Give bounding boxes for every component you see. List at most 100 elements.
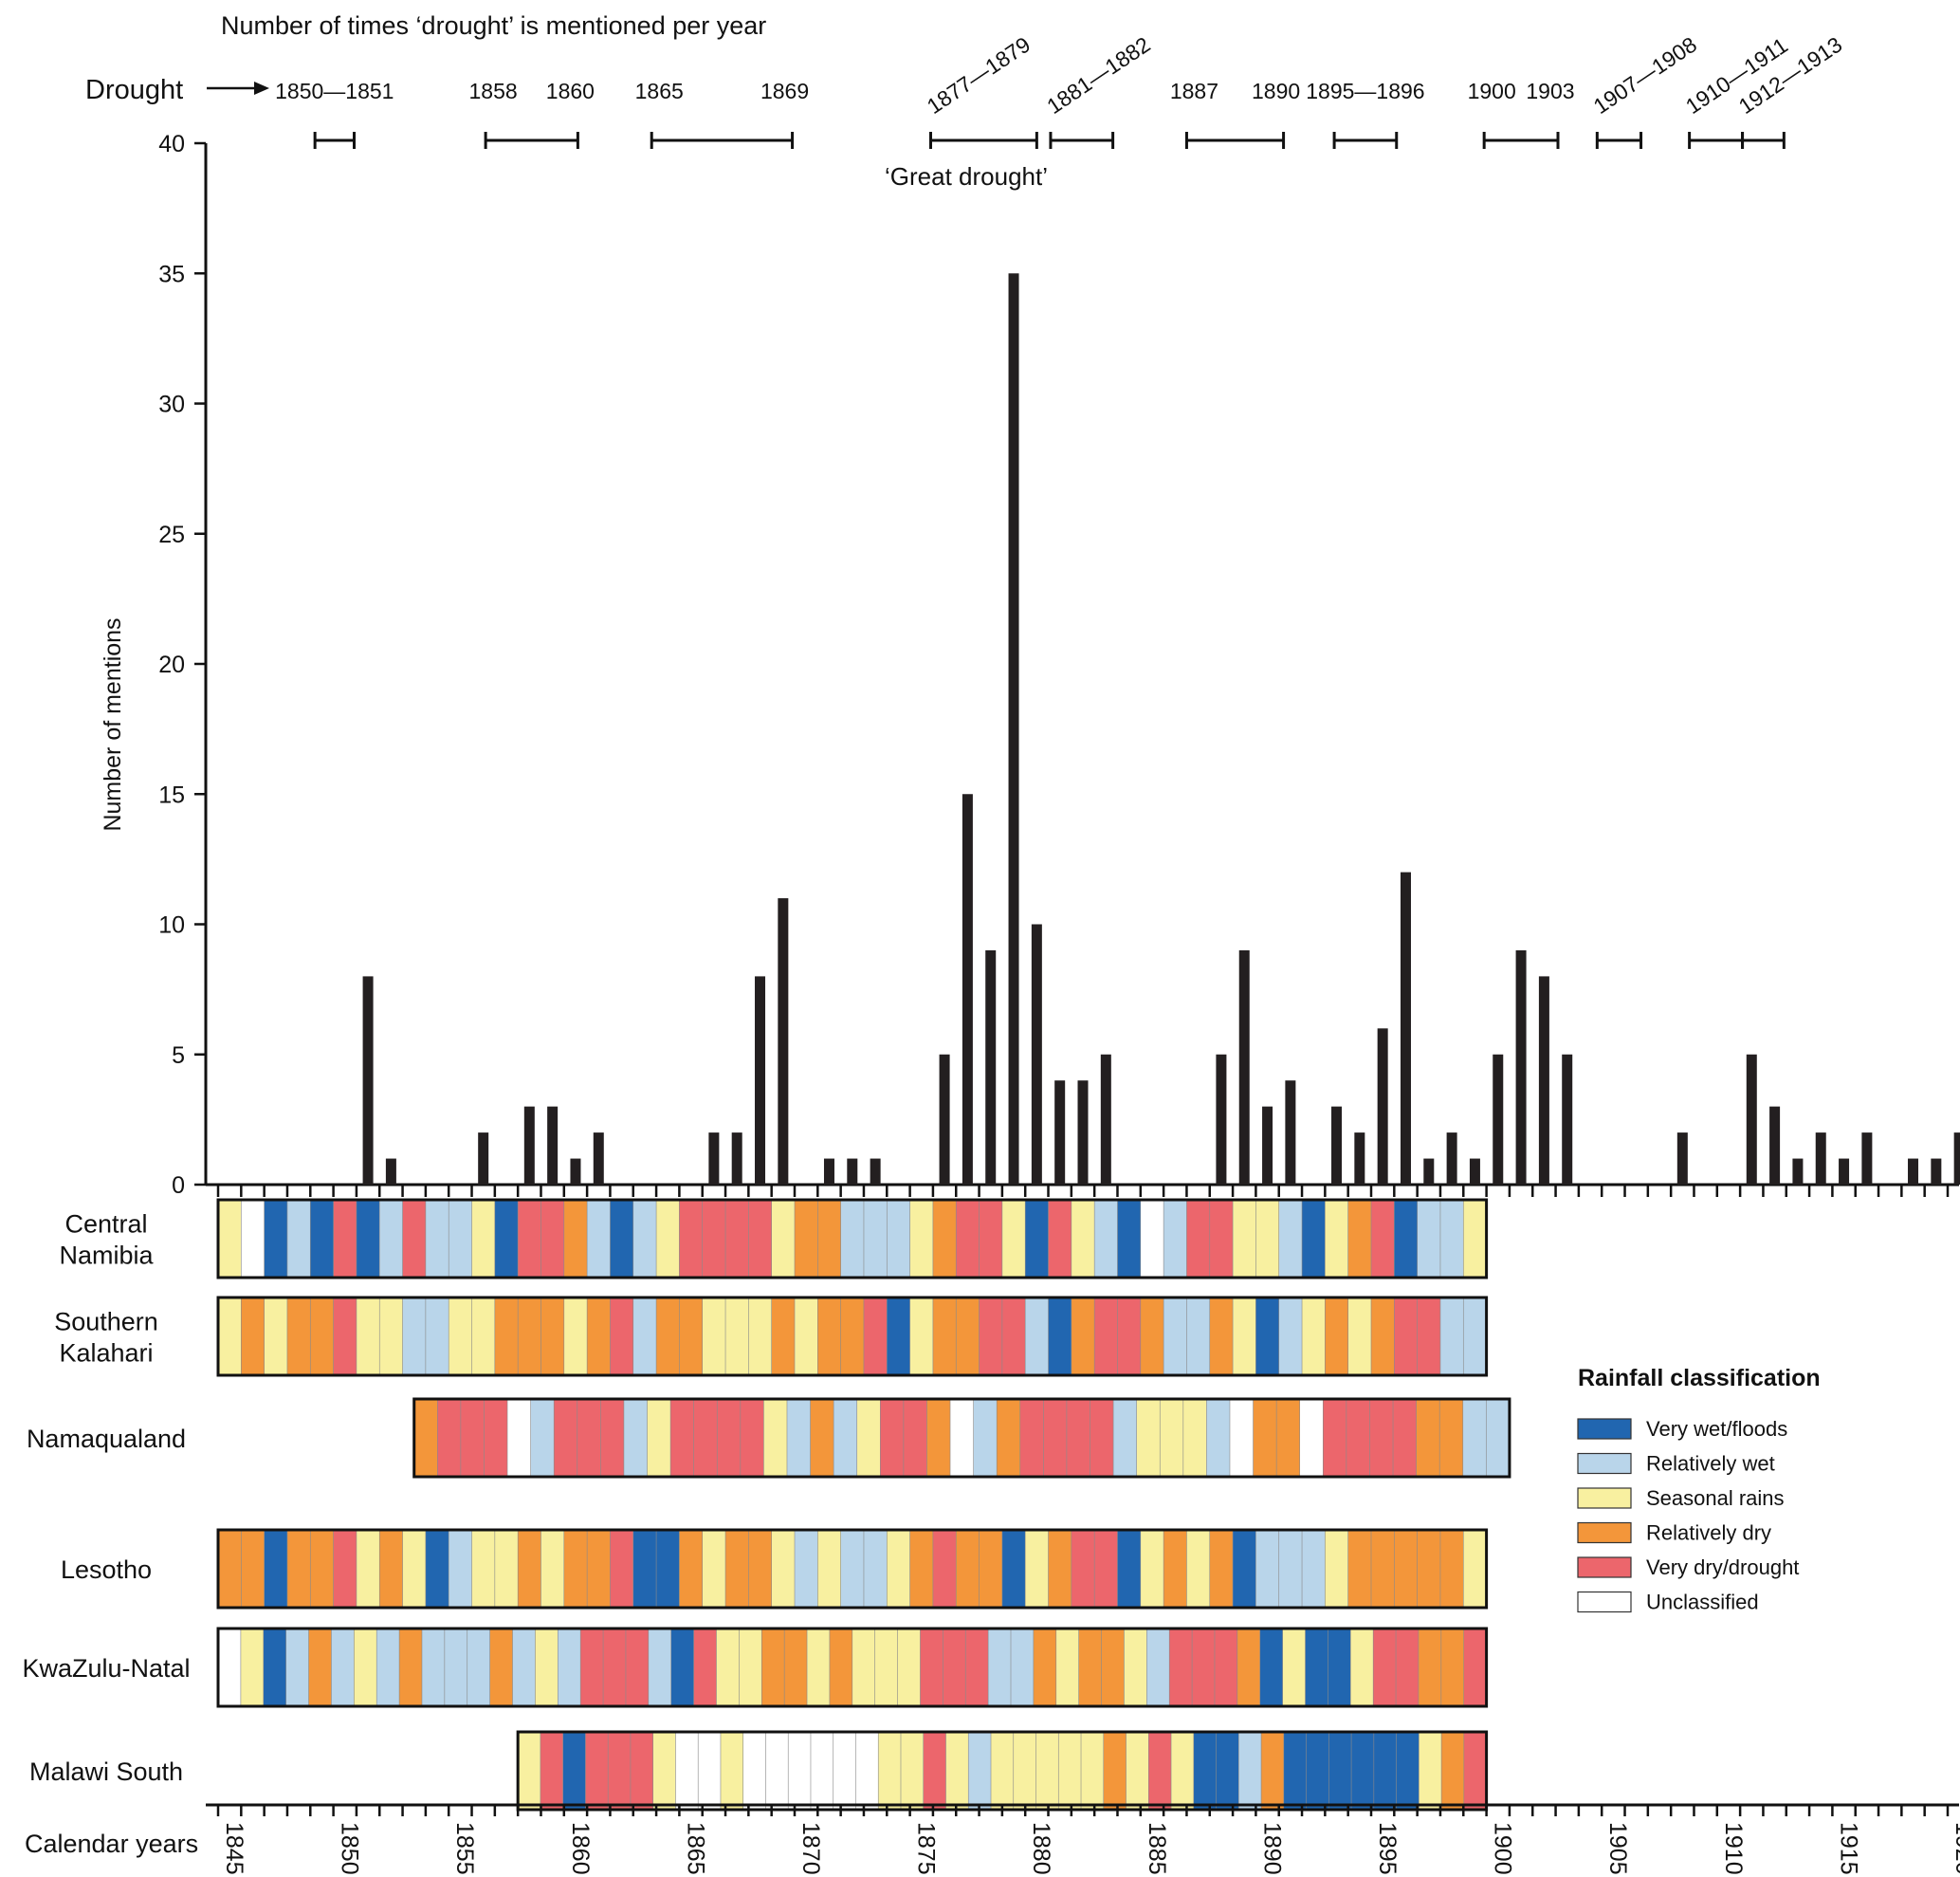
drought-period-label: 1895—1896	[1306, 79, 1424, 103]
x-axis: 1845 1850 1855 1860 1865 1870 1875 1880 1885 1890…	[25, 1803, 1960, 1875]
rainfall-cell	[425, 1199, 449, 1279]
rainfall-cell	[625, 1628, 650, 1707]
rainfall-cell	[840, 1199, 865, 1279]
bar-mentions-1920	[1953, 1132, 1960, 1185]
rainfall-cell	[648, 1628, 672, 1707]
rainfall-cell	[1350, 1731, 1375, 1811]
rainfall-cell	[973, 1398, 998, 1478]
x-tick-label: 1875	[913, 1822, 940, 1875]
rainfall-cell	[632, 1199, 657, 1279]
rainfall-cell	[471, 1297, 496, 1376]
rainfall-cell	[1253, 1398, 1277, 1478]
bar-mentions-1878	[985, 949, 997, 1185]
rainfall-cell	[829, 1628, 853, 1707]
rainfall-cell	[1439, 1199, 1464, 1279]
drought-period-label: 1869	[760, 79, 809, 103]
rainfall-cell	[1349, 1628, 1374, 1707]
rainfall-cell	[1209, 1297, 1234, 1376]
rainfall-cell	[675, 1731, 699, 1811]
rainfall-cell	[1136, 1398, 1161, 1478]
rainfall-cell	[448, 1529, 473, 1609]
rainfall-cell	[794, 1297, 818, 1376]
bar-mentions-1898	[1446, 1132, 1457, 1185]
rainfall-cell	[679, 1199, 704, 1279]
rainfall-cell	[1416, 1398, 1440, 1478]
bar-mentions-1900	[1493, 1054, 1504, 1185]
rainfall-cell	[1057, 1731, 1082, 1811]
bar-mentions-1860	[570, 1158, 581, 1185]
rainfall-cell	[1186, 1297, 1211, 1376]
bar-mentions-1890	[1262, 1106, 1273, 1185]
x-tick-label: 1870	[797, 1822, 824, 1875]
rainfall-cell	[1010, 1628, 1035, 1707]
rainfall-cell	[356, 1529, 380, 1609]
rainfall-cell	[448, 1199, 473, 1279]
rainfall-cell	[1071, 1297, 1095, 1376]
rainfall-cell	[652, 1731, 677, 1811]
rainfall-cell	[739, 1628, 762, 1707]
bar-mentions-1893	[1331, 1106, 1343, 1185]
rainfall-cell	[467, 1628, 491, 1707]
bar-mentions-1881	[1054, 1080, 1066, 1185]
rainfall-cell	[460, 1398, 485, 1478]
rainfall-cell	[494, 1297, 519, 1376]
rainfall-cell	[855, 1731, 879, 1811]
rainfall-cell	[1093, 1199, 1119, 1279]
rainfall-cell	[1392, 1398, 1418, 1478]
x-tick-label: 1865	[682, 1822, 708, 1875]
rainfall-cell	[1024, 1297, 1050, 1376]
rainfall-cell	[610, 1199, 634, 1279]
rainfall-cell	[286, 1297, 311, 1376]
rainfall-cell	[655, 1529, 681, 1609]
rainfall-cell	[1013, 1731, 1037, 1811]
legend-label: Relatively wet	[1646, 1452, 1775, 1476]
rainfall-cell	[241, 1297, 266, 1376]
rainfall-cell	[586, 1297, 612, 1376]
rainfall-cell	[535, 1628, 559, 1707]
rainfall-cell	[852, 1628, 876, 1707]
rainfall-cell	[949, 1398, 975, 1478]
rainfall-cell	[1255, 1529, 1280, 1609]
rainfall-cell	[932, 1199, 957, 1279]
rainfall-cell	[1043, 1398, 1068, 1478]
rainfall-cell	[1346, 1398, 1371, 1478]
rainfall-cell	[1101, 1628, 1126, 1707]
drought-label: Drought	[85, 75, 183, 105]
rainfall-cell	[1071, 1529, 1095, 1609]
rainfall-cell	[1301, 1199, 1326, 1279]
rainfall-cell	[945, 1731, 969, 1811]
rainfall-cell	[655, 1199, 681, 1279]
rainfall-strips: Central Namibia Southern Kalahari Namaqualan…	[22, 1198, 1511, 1812]
rainfall-cell	[810, 1398, 834, 1478]
rainfall-cell	[1439, 1297, 1464, 1376]
rainfall-legend: Rainfall classification Very wet/floods Re…	[1577, 1365, 1821, 1614]
region-label: Southern	[54, 1308, 158, 1336]
rainfall-cell	[333, 1199, 357, 1279]
rainfall-cell	[1238, 1731, 1262, 1811]
x-tick-label: 1920	[1951, 1822, 1960, 1875]
region-label: Namaqualand	[27, 1425, 186, 1453]
rainfall-cell	[1140, 1529, 1164, 1609]
rainfall-cell	[632, 1529, 657, 1609]
rainfall-cell	[1347, 1529, 1372, 1609]
rainfall-cell	[886, 1297, 911, 1376]
bar-mentions-1879	[1008, 273, 1019, 1185]
rainfall-cell	[1001, 1529, 1026, 1609]
bar-mentions-1895	[1377, 1028, 1388, 1185]
rainfall-cell	[1078, 1628, 1103, 1707]
rainfall-cell	[623, 1398, 649, 1478]
rainfall-cell	[1394, 1297, 1419, 1376]
rainfall-cell	[1278, 1529, 1303, 1609]
rainfall-cell	[1418, 1628, 1442, 1707]
x-tick-label: 1895	[1374, 1822, 1401, 1875]
rainfall-cell	[1328, 1731, 1352, 1811]
rainfall-cell	[1229, 1398, 1255, 1478]
rainfall-cell	[702, 1529, 726, 1609]
rainfall-cell	[1370, 1199, 1395, 1279]
rainfall-cell	[579, 1628, 604, 1707]
rainfall-cell	[517, 1731, 541, 1811]
rainfall-cell	[1417, 1199, 1441, 1279]
bar-mentions-1871	[823, 1158, 834, 1185]
rainfall-strip-border	[412, 1397, 1511, 1479]
bar-mentions-1876	[939, 1054, 950, 1185]
